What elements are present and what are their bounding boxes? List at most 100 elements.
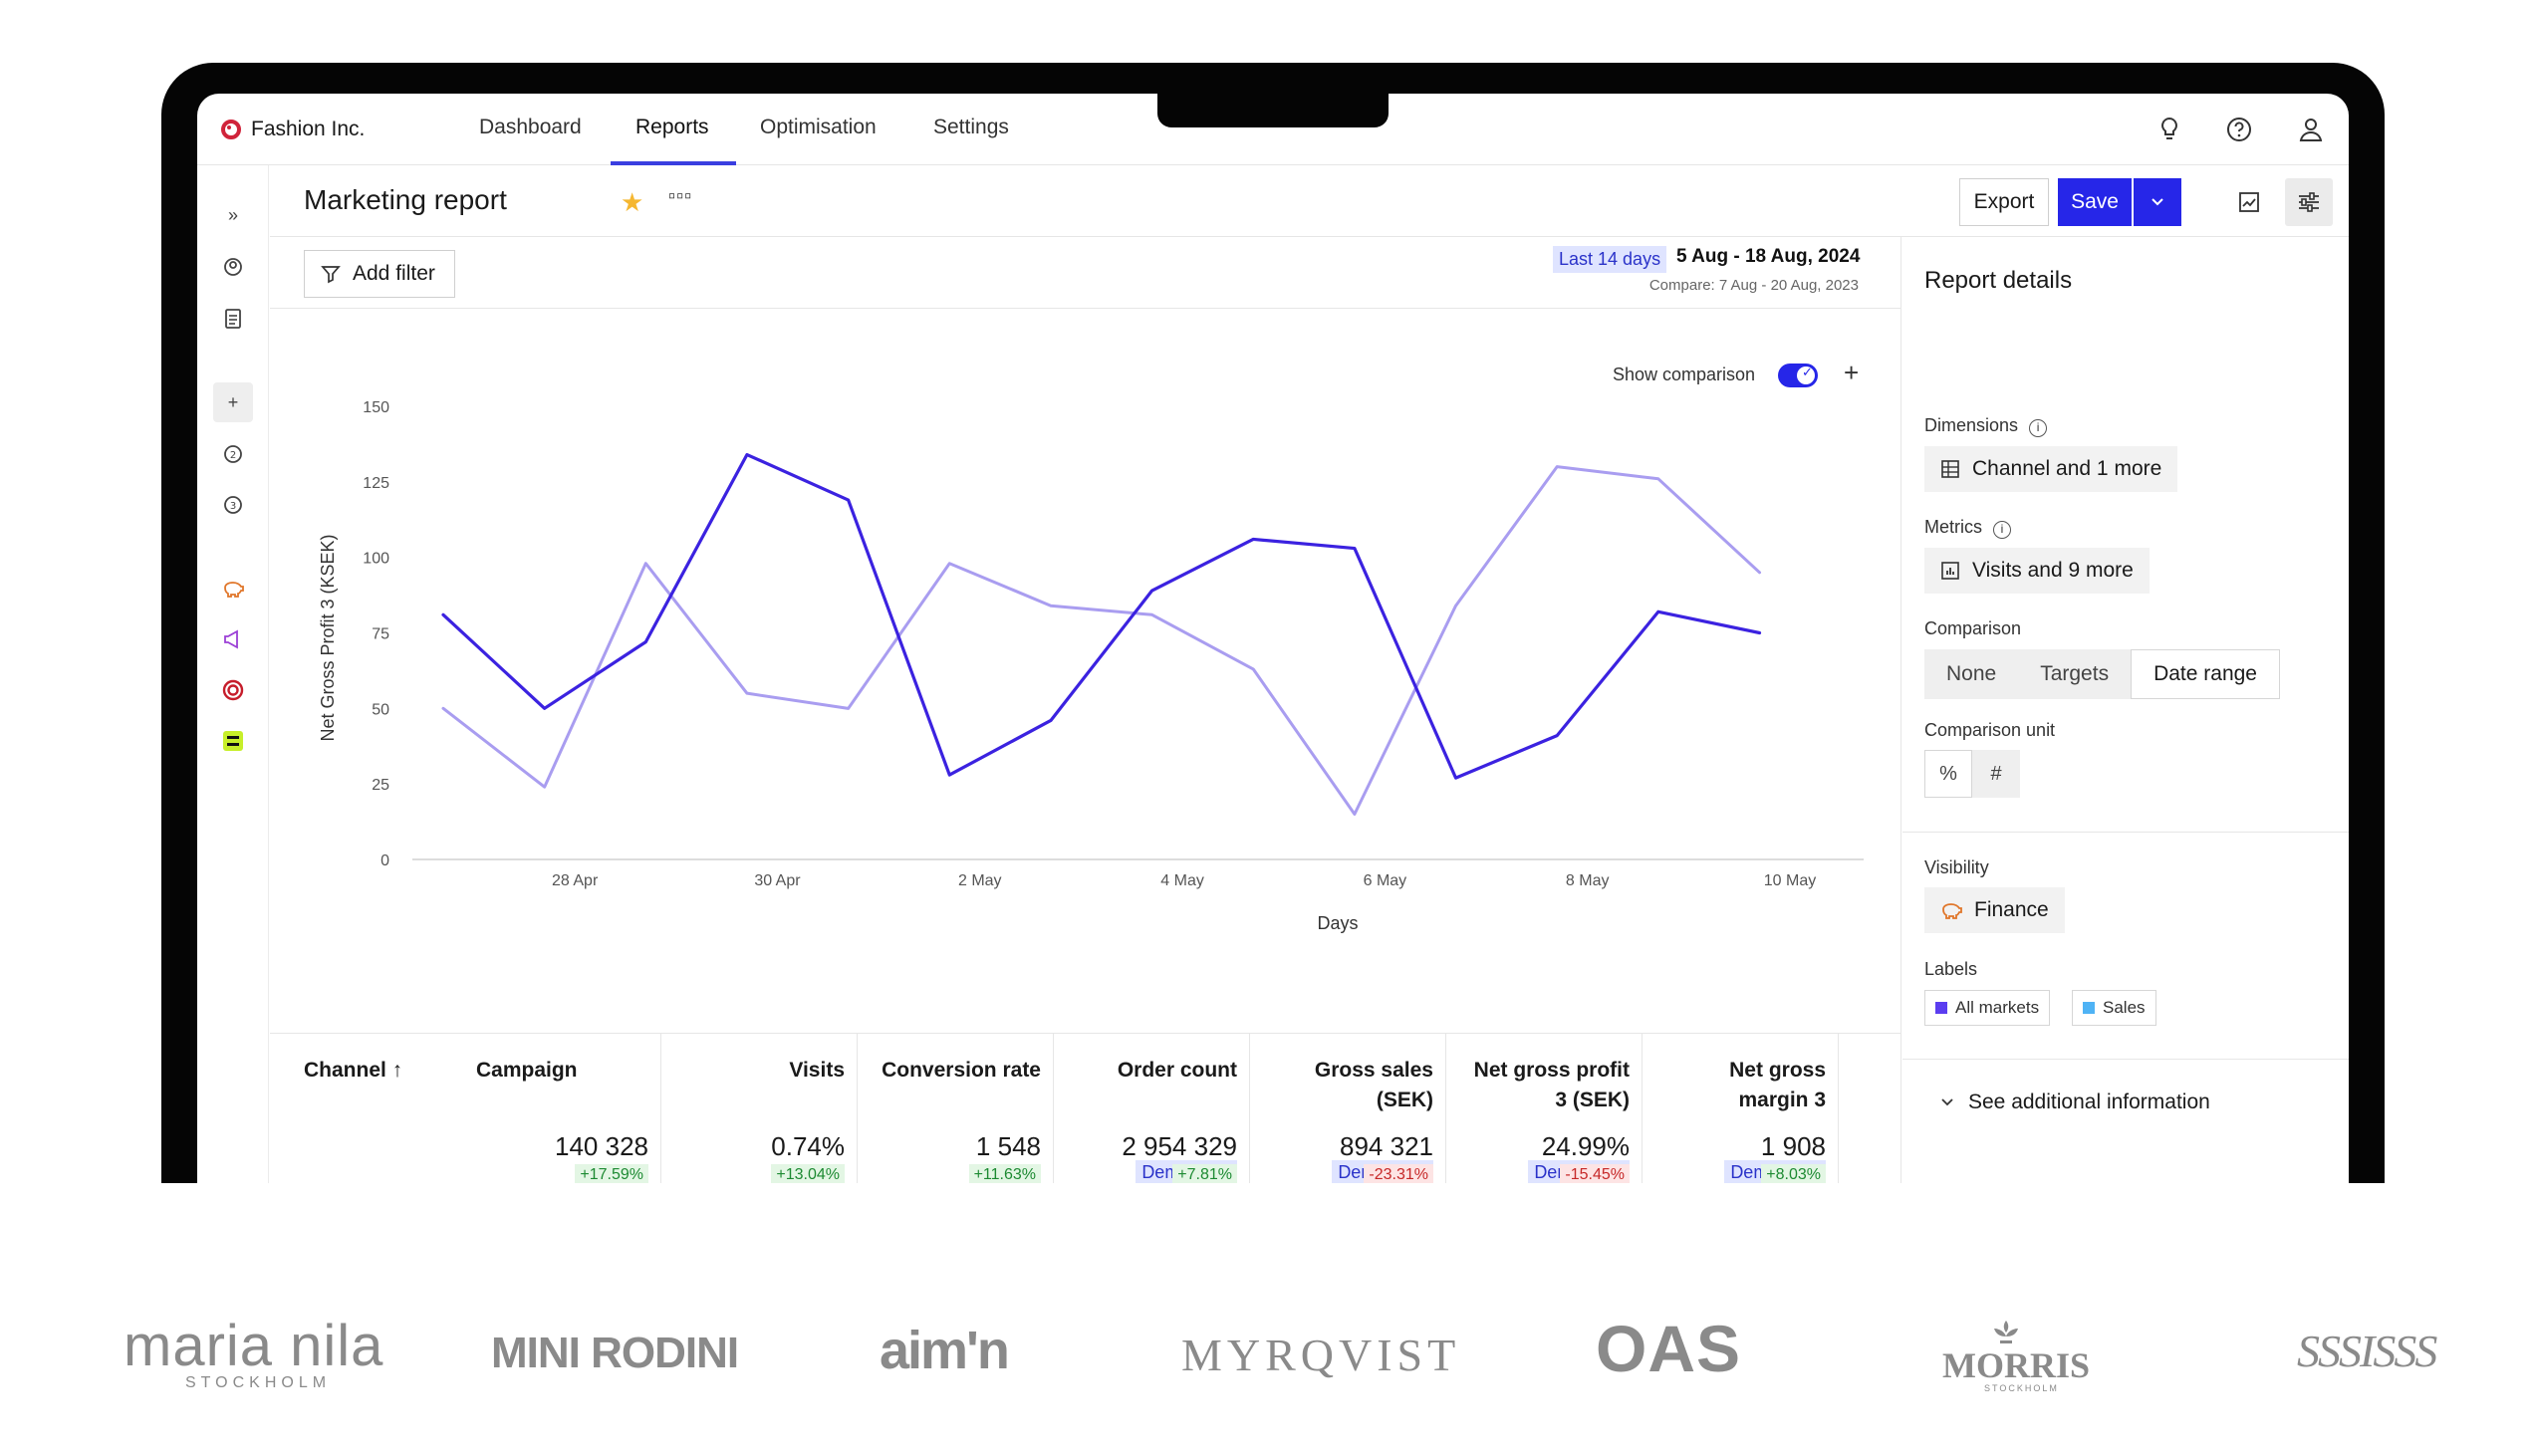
table-column: Gross sales (SEK)Dema MTA894 321-23.31% xyxy=(1250,1034,1446,1183)
brand[interactable]: Fashion Inc. xyxy=(221,118,365,141)
show-comparison-label: Show comparison xyxy=(1613,364,1756,384)
column-header[interactable]: Gross sales (SEK) xyxy=(1314,1059,1433,1111)
chart-view-icon[interactable] xyxy=(2225,178,2273,226)
column-value: 2 954 329 xyxy=(1122,1131,1237,1161)
dimensions-chip[interactable]: Channel and 1 more xyxy=(1924,446,2178,492)
user-icon[interactable] xyxy=(2295,114,2327,145)
report-main: Add filter Last 14 days 5 Aug - 18 Aug, … xyxy=(270,237,1901,1183)
visibility-label: Visibility xyxy=(1924,857,1989,877)
date-range[interactable]: 5 Aug - 18 Aug, 2024 xyxy=(1676,246,1861,267)
table-column: Visits 0.74% +13.04% xyxy=(661,1034,858,1183)
brand-name: Fashion Inc. xyxy=(251,118,366,140)
percent-icon[interactable]: % xyxy=(1924,750,1972,798)
data-table: Channel ↑ Campaign 140 328 +17.59% Visits 0.7… xyxy=(270,1033,1901,1183)
visibility-chip[interactable]: Finance xyxy=(1924,887,2065,933)
column-header[interactable]: Net gross profit 3 (SEK) xyxy=(1473,1059,1630,1111)
step-three-icon[interactable]: 3 xyxy=(213,485,253,525)
add-filter-label: Add filter xyxy=(353,262,435,285)
line-chart: 0 25 50 75 100 125 150 28 Apr 30 Apr 2 May 4 May 6 … xyxy=(318,399,1864,933)
metrics-label: Metrics i xyxy=(1924,517,2012,539)
add-icon[interactable]: + xyxy=(213,382,253,422)
date-preset-badge[interactable]: Last 14 days xyxy=(1553,246,1667,273)
nav-tab-dashboard[interactable]: Dashboard xyxy=(479,116,582,138)
column-delta: +13.04% xyxy=(771,1164,845,1183)
filter-bar: Add filter Last 14 days 5 Aug - 18 Aug, … xyxy=(270,237,1901,309)
logo-morris-sub: STOCKHOLM xyxy=(1984,1383,2059,1393)
add-metric-icon[interactable]: + xyxy=(1844,358,1860,387)
column-value: 1 548 xyxy=(975,1131,1041,1161)
more-options-icon[interactable]: ▫▫▫ xyxy=(668,185,693,207)
y-tick-label: 150 xyxy=(363,399,389,416)
add-filter-button[interactable]: Add filter xyxy=(304,250,455,298)
label-chip-all-markets[interactable]: All markets xyxy=(1924,990,2051,1026)
bar-chart-icon xyxy=(1941,562,1959,580)
panel-title: Report details xyxy=(1924,267,2073,294)
metrics-value: Visits and 9 more xyxy=(1972,559,2134,582)
column-header[interactable]: Campaign xyxy=(476,1059,578,1082)
comparison-option-targets[interactable]: Targets xyxy=(2040,662,2110,685)
series-line-comparison xyxy=(441,465,1762,816)
label-chip-sales[interactable]: Sales xyxy=(2072,990,2156,1026)
nav-tab-optimisation[interactable]: Optimisation xyxy=(760,116,877,138)
save-dropdown-button[interactable] xyxy=(2134,178,2181,226)
column-header[interactable]: Visits xyxy=(789,1059,845,1082)
logo-maria-nila: maria nila xyxy=(124,1314,384,1378)
comparison-unit-control: % # xyxy=(1924,750,2020,798)
chart-area: Show comparison ✓ + 0 25 50 75 100 125 150 28 A… xyxy=(270,310,1901,943)
logo-script-brand: SSSISSS xyxy=(2297,1326,2437,1376)
comparison-option-none[interactable]: None xyxy=(1946,662,1997,685)
target-icon[interactable] xyxy=(213,670,253,710)
filter-icon xyxy=(321,266,341,284)
expand-sidebar-icon[interactable]: » xyxy=(227,204,238,225)
column-value: 0.74% xyxy=(771,1131,845,1161)
column-delta: -23.31% xyxy=(1364,1164,1433,1183)
x-tick-label: 30 Apr xyxy=(754,872,801,889)
logo-morris: MORRIS xyxy=(1942,1345,2091,1385)
visibility-value: Finance xyxy=(1974,898,2049,921)
report-header: Marketing report ★ ▫▫▫ Export Save xyxy=(270,165,2349,237)
column-header[interactable]: Order count xyxy=(1117,1059,1237,1082)
logo-aim: aim'n xyxy=(880,1321,1010,1380)
column-value: 140 328 xyxy=(555,1131,648,1161)
table-column: Conversion rate 1 548 +11.63% xyxy=(858,1034,1054,1183)
info-icon[interactable]: i xyxy=(1993,521,2012,539)
info-icon[interactable]: i xyxy=(2029,419,2048,437)
help-icon[interactable] xyxy=(2223,114,2255,145)
export-button[interactable]: Export xyxy=(1959,178,2049,226)
profile-icon[interactable] xyxy=(213,247,253,287)
metrics-chip[interactable]: Visits and 9 more xyxy=(1924,548,2150,594)
lightbulb-icon[interactable] xyxy=(2153,114,2185,145)
settings-sliders-icon[interactable] xyxy=(2285,178,2333,226)
panel-divider xyxy=(1902,1059,2349,1060)
save-button[interactable]: Save xyxy=(2058,178,2132,226)
app-badge-icon[interactable] xyxy=(213,721,253,761)
favorite-star-icon[interactable]: ★ xyxy=(621,187,644,217)
hash-icon[interactable]: # xyxy=(1990,762,2002,785)
comparison-label: Comparison xyxy=(1924,618,2022,638)
x-tick-label: 6 May xyxy=(1364,872,1407,889)
laptop-notch xyxy=(1157,94,1389,127)
step-two-icon[interactable]: 2 xyxy=(213,434,253,474)
megaphone-icon[interactable] xyxy=(213,619,253,659)
nav-tab-settings[interactable]: Settings xyxy=(933,116,1009,138)
column-header[interactable]: Channel ↑ xyxy=(304,1059,403,1082)
document-icon[interactable] xyxy=(213,299,253,339)
show-comparison-toggle[interactable] xyxy=(1778,364,1818,387)
see-additional-information[interactable]: See additional information xyxy=(1940,1091,2210,1114)
comparison-segmented-control: None Targets Date range xyxy=(1924,649,2280,699)
panel-divider xyxy=(1902,832,2349,833)
column-header[interactable]: Net gross margin 3 xyxy=(1729,1059,1826,1111)
page-title: Marketing report xyxy=(304,184,507,215)
table-grid-icon xyxy=(1941,460,1959,478)
column-delta: +17.59% xyxy=(575,1164,648,1183)
y-tick-label: 100 xyxy=(363,551,389,568)
x-tick-label: 4 May xyxy=(1160,872,1204,889)
column-value: 24.99% xyxy=(1541,1131,1630,1161)
label-name: All markets xyxy=(1955,998,2040,1017)
column-header[interactable]: Conversion rate xyxy=(882,1059,1041,1082)
piggy-bank-icon[interactable] xyxy=(213,569,253,608)
comparison-option-date-range[interactable]: Date range xyxy=(2131,649,2280,699)
y-tick-label: 0 xyxy=(380,852,389,869)
nav-tab-reports[interactable]: Reports xyxy=(635,116,709,138)
